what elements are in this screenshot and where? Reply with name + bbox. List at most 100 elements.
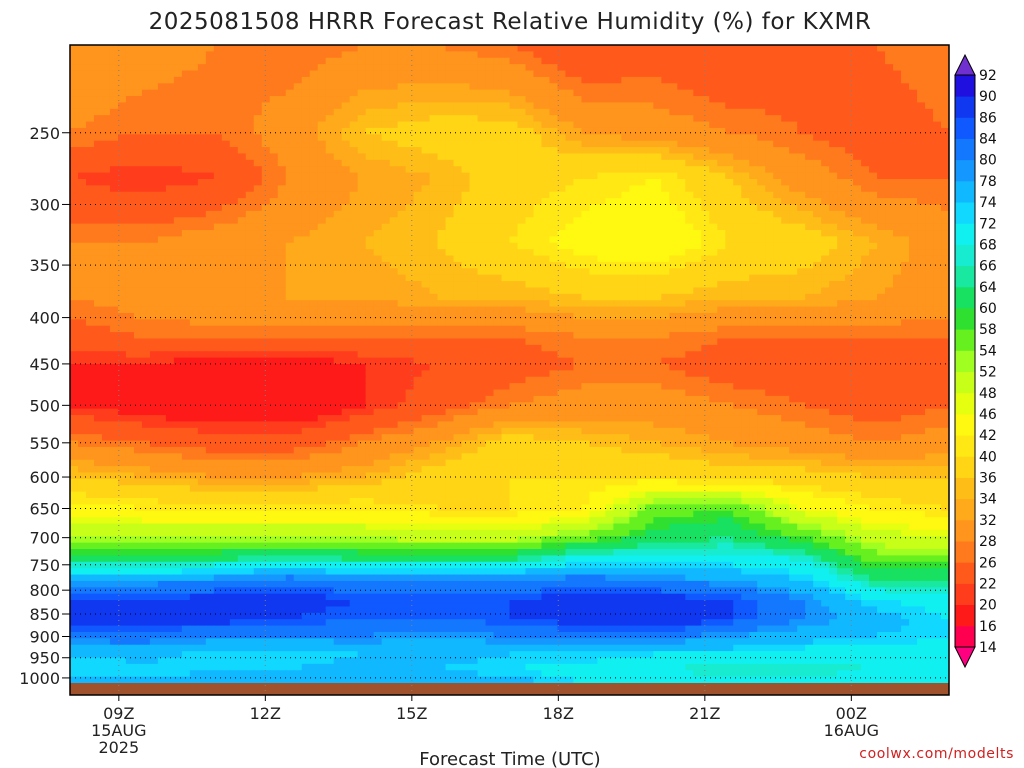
heat-cell [685,102,694,110]
heat-cell [461,134,471,142]
heat-cell [245,57,255,65]
heat-cell [101,96,111,104]
heat-cell [373,198,383,206]
heat-cell [693,261,702,269]
heat-cell [277,178,287,186]
heat-cell [509,325,519,333]
heat-cell [77,45,87,52]
heat-cell [437,287,447,295]
heat-cell [429,127,439,135]
heat-cell [749,242,758,250]
heat-cell [797,115,806,123]
heat-cell [701,191,710,199]
heat-cell [205,255,215,263]
heat-cell [253,210,263,218]
heat-cell [581,147,591,155]
heat-cell [597,115,606,123]
heat-cell [613,140,622,148]
heat-cell [613,249,622,257]
heat-cell [909,70,918,78]
heat-cell [341,134,351,142]
heat-cell [797,121,806,129]
heat-cell [773,108,782,116]
heat-cell [77,64,87,72]
heat-cell [525,230,535,237]
heat-cell [837,134,846,142]
heat-cell [677,223,686,231]
heat-cell [389,332,399,340]
heat-cell [413,281,423,289]
heat-cell [597,249,606,257]
heat-cell [437,255,447,263]
heat-cell [317,121,327,129]
heat-cell [581,102,591,110]
heat-cell [741,127,750,135]
heat-cell [205,274,215,282]
heat-cell [845,89,854,97]
heat-cell [133,76,143,84]
heat-cell [565,281,575,289]
heat-cell [797,89,806,97]
heat-cell [437,300,447,308]
heat-cell [197,261,207,269]
heat-cell [717,172,726,180]
heat-cell [517,134,527,142]
heat-cell [461,249,471,257]
heat-cell [717,319,726,327]
heat-cell [677,319,686,327]
heat-cell [685,319,694,327]
heat-cell [669,96,678,104]
heat-cell [141,261,151,269]
heat-cell [645,96,654,104]
heat-cell [173,236,183,244]
heat-cell [405,255,415,263]
heat-cell [749,312,758,320]
heat-cell [261,249,271,257]
heat-cell [565,249,575,257]
heat-cell [141,57,151,65]
heat-cell [261,134,271,142]
heat-cell [269,198,279,206]
heat-cell [85,178,95,186]
heat-cell [541,287,551,295]
heat-cell [461,325,471,333]
heat-cell [709,230,718,237]
heat-cell [733,242,742,250]
heat-cell [429,255,439,263]
heat-cell [749,96,758,104]
heat-cell [813,108,822,116]
heat-cell [549,76,559,84]
heat-cell [525,281,535,289]
heat-cell [413,172,423,180]
heat-cell [429,274,439,282]
heat-cell [205,153,215,161]
heat-cell [317,70,327,78]
heat-cell [301,70,311,78]
heat-cell [70,89,79,97]
heat-cell [285,166,295,174]
heat-cell [333,115,343,123]
heat-cell [517,45,527,52]
heat-cell [221,223,231,231]
heat-cell [677,185,686,193]
heat-cell [693,140,702,148]
heat-cell [469,57,479,65]
heat-cell [453,57,463,65]
heat-cell [461,96,471,104]
heat-cell [669,210,678,218]
heat-cell [741,64,750,72]
heat-cell [621,140,630,148]
heat-cell [437,178,447,186]
heat-cell [669,140,678,148]
heat-cell [301,198,311,206]
heat-cell [389,255,399,263]
heat-cell [389,204,399,212]
heat-cell [101,268,111,276]
heat-cell [653,281,662,289]
heat-cell [661,281,670,289]
heat-cell [341,147,351,155]
heat-cell [493,268,503,276]
heat-cell [309,191,319,199]
heat-cell [773,204,782,212]
heat-cell [725,274,734,282]
